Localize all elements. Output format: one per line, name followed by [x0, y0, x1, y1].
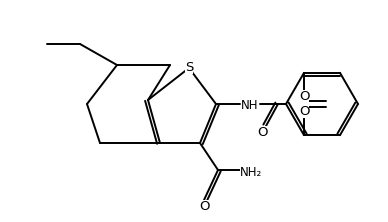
Text: O: O: [258, 127, 268, 139]
Text: O: O: [299, 90, 309, 103]
Text: NH: NH: [241, 99, 259, 111]
Text: O: O: [299, 105, 309, 118]
Text: O: O: [199, 200, 209, 214]
Text: NH₂: NH₂: [240, 165, 262, 178]
Text: S: S: [185, 61, 193, 73]
